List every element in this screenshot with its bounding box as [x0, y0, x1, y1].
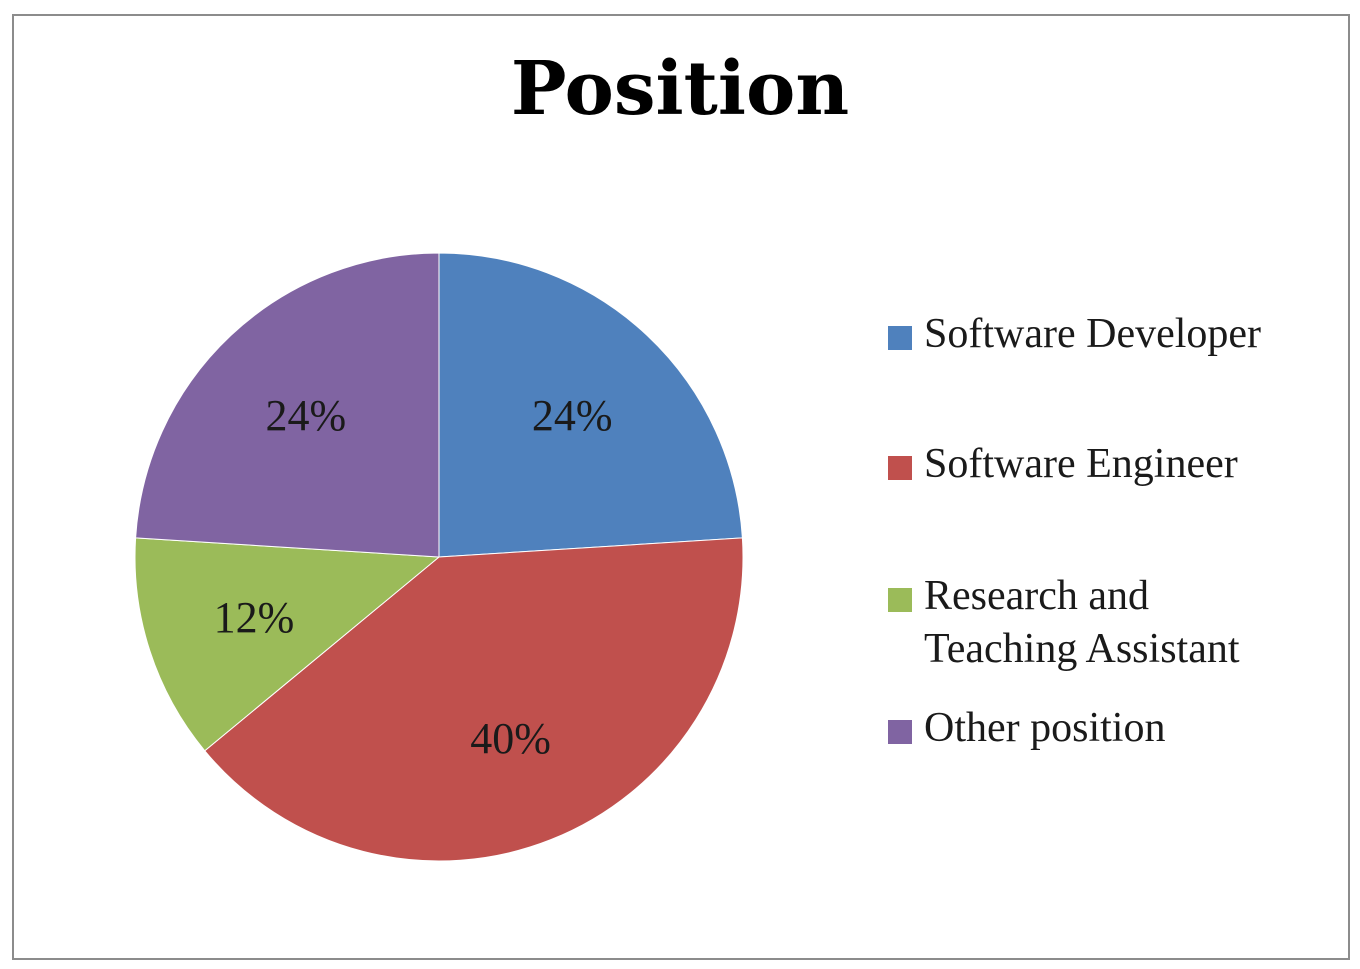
- pie-slice-0: [438, 252, 743, 558]
- legend-label: Research and Teaching Assistant: [924, 573, 1240, 672]
- legend-label: Software Engineer: [924, 441, 1238, 487]
- pie-slice-2: [134, 537, 441, 752]
- legend-swatch: [888, 326, 912, 350]
- slice-data-label: 12%: [214, 593, 295, 642]
- slice-data-label: 24%: [265, 391, 346, 440]
- legend-item-software-engineer: Software Engineer: [888, 438, 1324, 491]
- chart-title: Position: [510, 46, 850, 132]
- pie-slice-1: [204, 537, 744, 862]
- pie-slice-3: [135, 252, 440, 558]
- legend-item-other-position: Other position: [888, 702, 1324, 755]
- legend-label: Software Developer: [924, 311, 1262, 357]
- slice-data-label: 24%: [532, 391, 613, 440]
- legend-swatch: [888, 456, 912, 480]
- legend-swatch: [888, 588, 912, 612]
- legend-swatch: [888, 720, 912, 744]
- legend-label: Other position: [924, 705, 1166, 751]
- legend-item-research-teaching-assistant: Research and Teaching Assistant: [888, 570, 1304, 676]
- legend-item-software-developer: Software Developer: [888, 308, 1324, 361]
- slice-data-label: 40%: [470, 714, 551, 763]
